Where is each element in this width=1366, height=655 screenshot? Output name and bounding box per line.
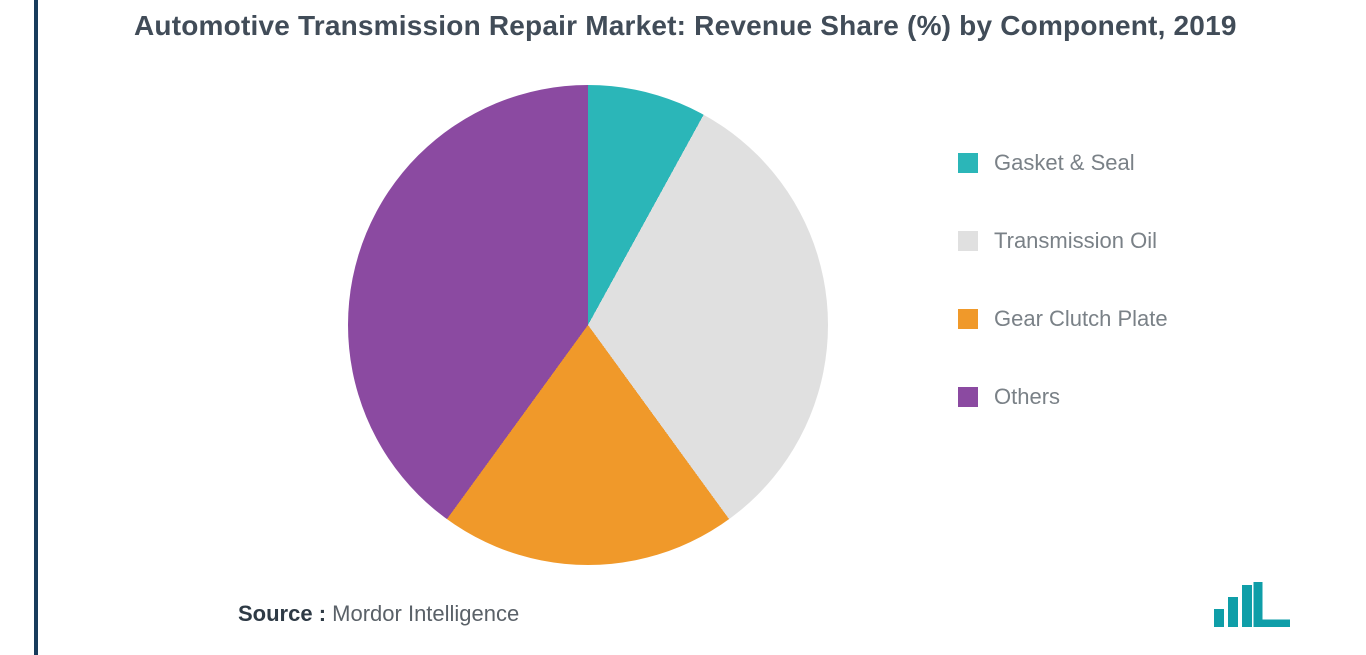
legend-swatch <box>958 309 978 329</box>
legend-item: Transmission Oil <box>958 228 1168 254</box>
pie-graphic <box>348 85 828 565</box>
legend-swatch <box>958 153 978 173</box>
legend-label: Others <box>994 384 1060 410</box>
brand-logo-icon <box>1214 579 1292 627</box>
chart-card: Automotive Transmission Repair Market: R… <box>34 0 1332 655</box>
legend-label: Gear Clutch Plate <box>994 306 1168 332</box>
legend-item: Gear Clutch Plate <box>958 306 1168 332</box>
legend-label: Gasket & Seal <box>994 150 1135 176</box>
legend: Gasket & Seal Transmission Oil Gear Clutch… <box>958 150 1168 410</box>
legend-item: Gasket & Seal <box>958 150 1168 176</box>
legend-swatch <box>958 231 978 251</box>
source-label: Source : <box>238 601 326 626</box>
legend-label: Transmission Oil <box>994 228 1157 254</box>
chart-title: Automotive Transmission Repair Market: R… <box>134 10 1334 42</box>
legend-item: Others <box>958 384 1168 410</box>
legend-swatch <box>958 387 978 407</box>
pie-chart <box>348 85 828 565</box>
source-value: Mordor Intelligence <box>332 601 519 626</box>
source-line: Source : Mordor Intelligence <box>238 601 519 627</box>
